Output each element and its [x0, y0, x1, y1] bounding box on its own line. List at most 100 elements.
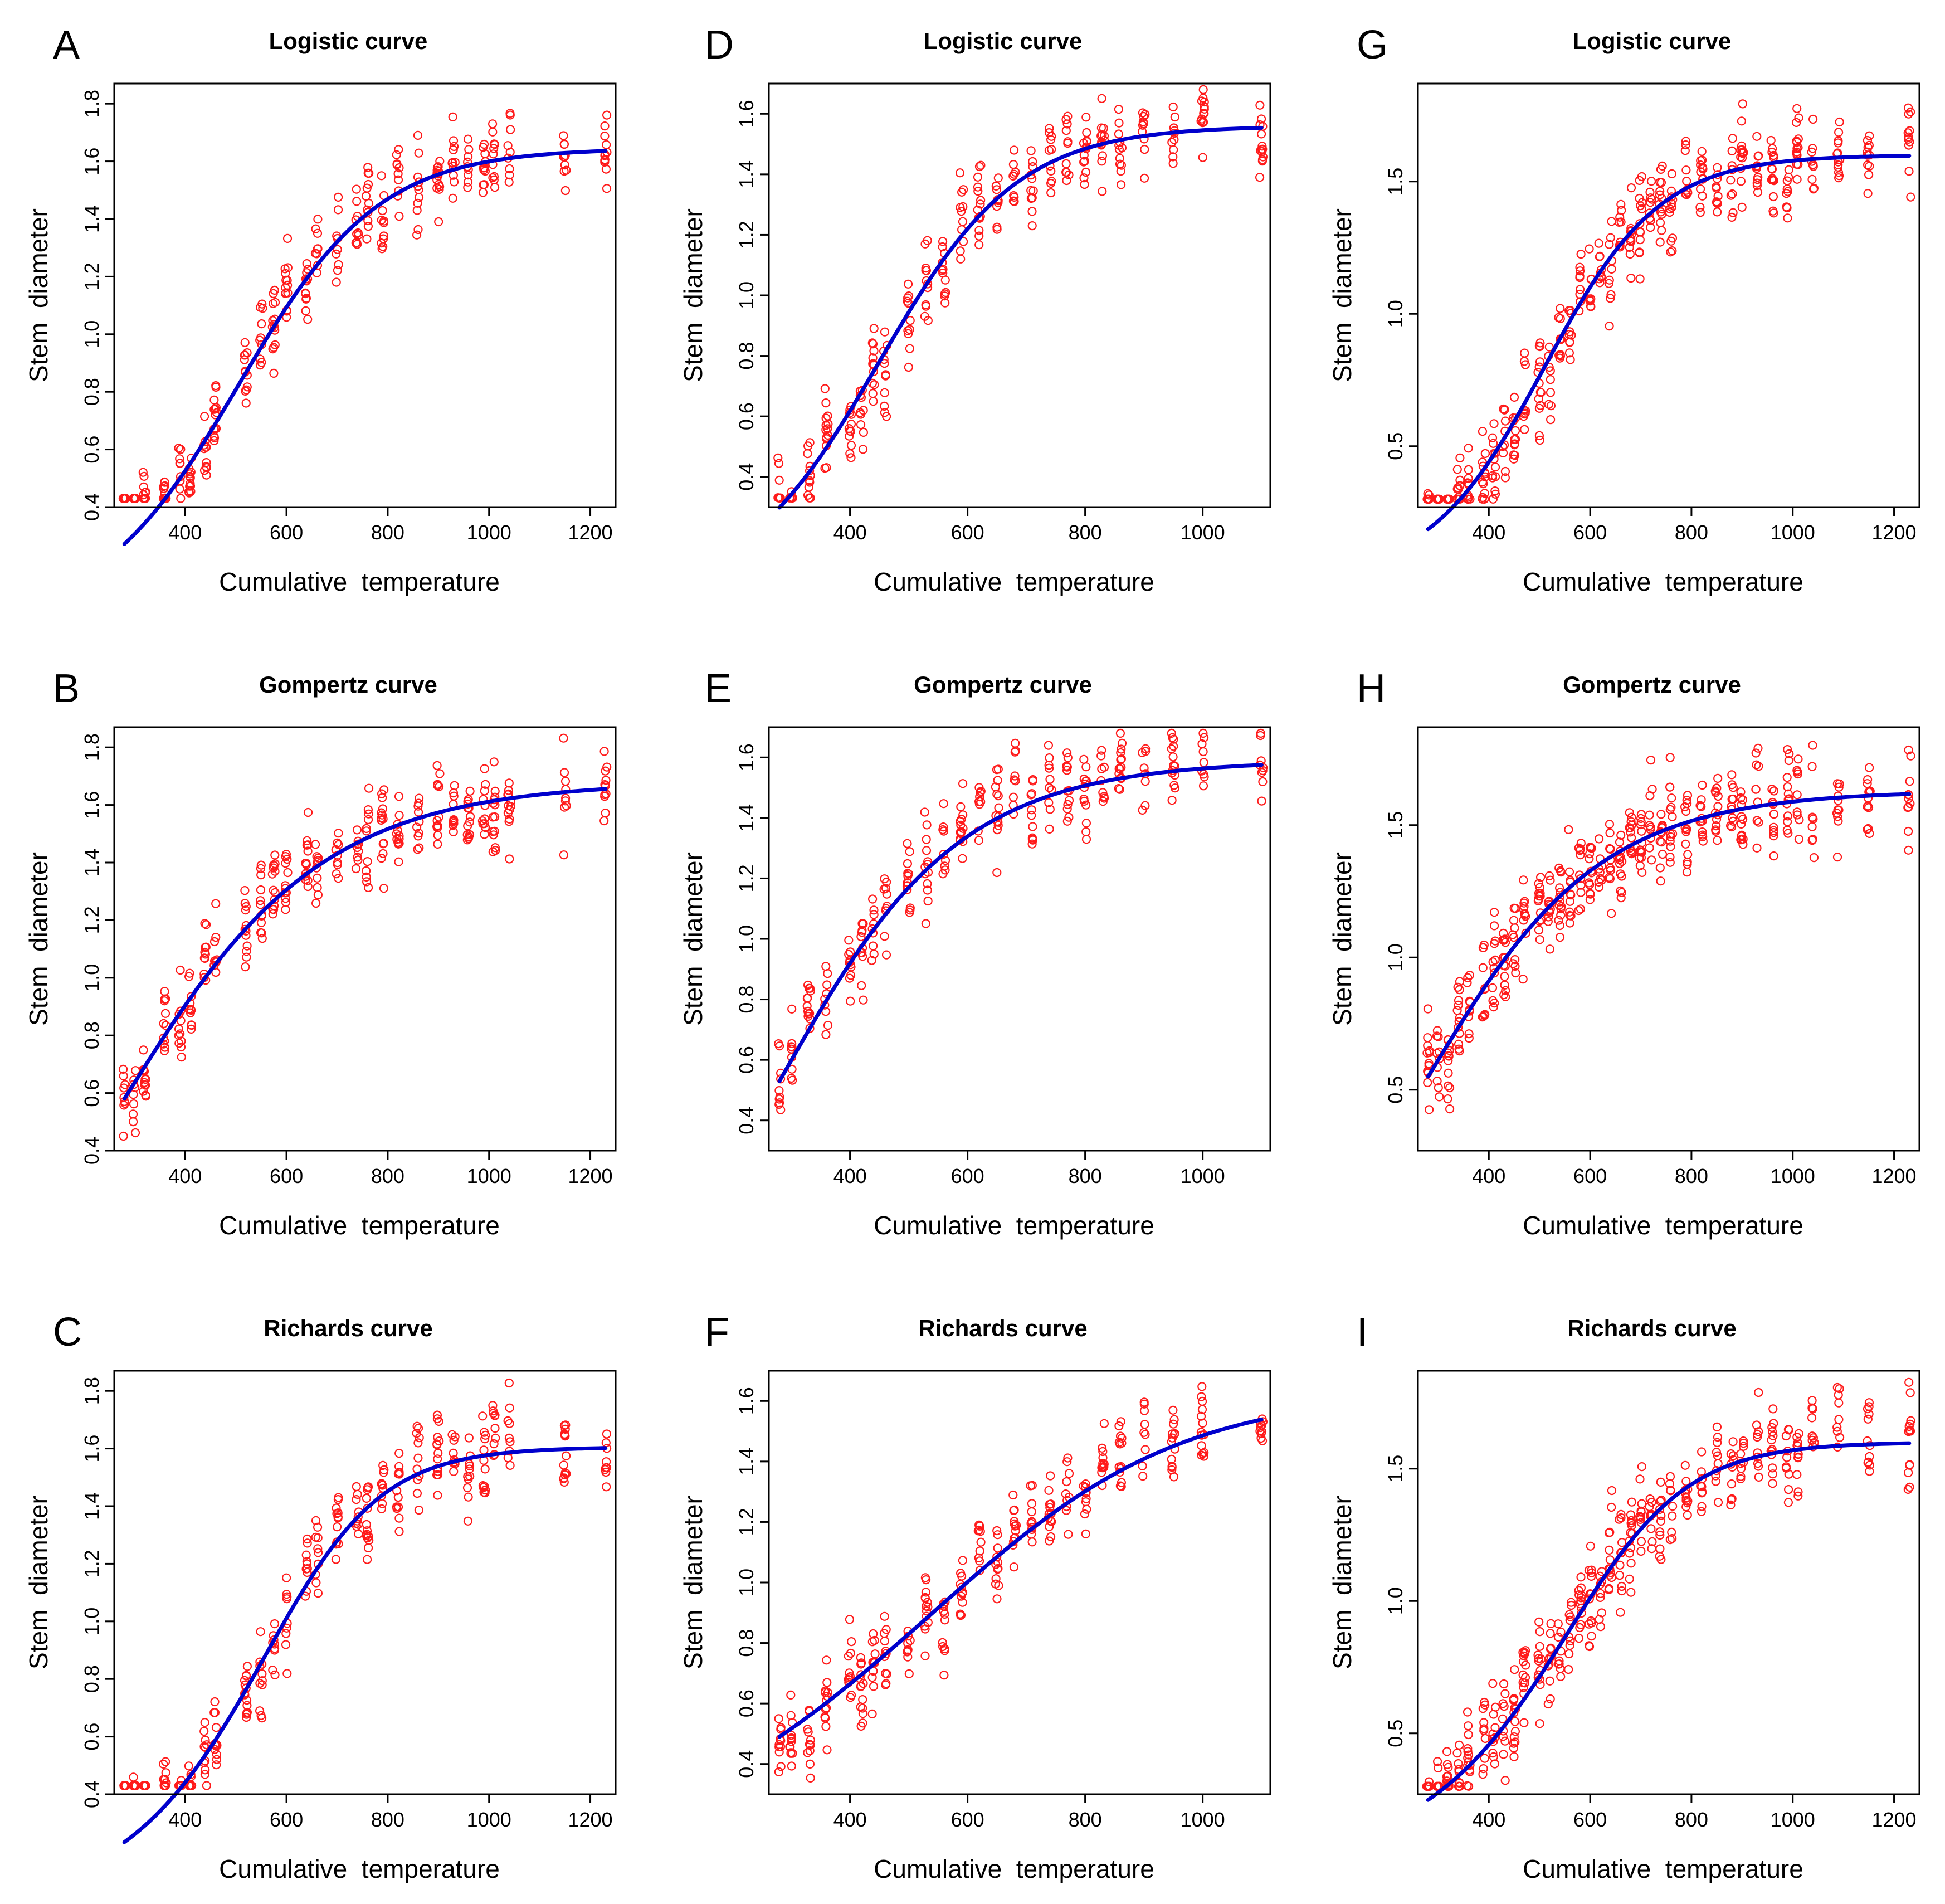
data-point	[920, 1651, 930, 1660]
data-point	[363, 1503, 372, 1513]
data-point	[1616, 1608, 1625, 1617]
data-point	[1096, 751, 1106, 761]
data-point	[1490, 486, 1500, 496]
data-point	[415, 1433, 424, 1443]
data-point	[880, 1636, 890, 1646]
panel-letter: I	[1357, 1310, 1368, 1355]
data-point	[332, 1503, 341, 1513]
data-point	[787, 1073, 796, 1083]
data-point	[1510, 426, 1520, 436]
panel-letter: B	[53, 666, 80, 711]
data-point	[1010, 169, 1019, 179]
data-point	[1490, 489, 1500, 499]
data-point	[1695, 208, 1705, 217]
data-point	[1064, 1530, 1073, 1539]
data-point	[362, 234, 372, 244]
data-point	[1535, 338, 1545, 348]
data-point	[1488, 957, 1498, 967]
data-point	[1098, 1453, 1108, 1463]
data-point	[1587, 1565, 1596, 1575]
data-point	[311, 224, 320, 233]
data-point	[905, 1635, 915, 1645]
data-point	[1564, 1610, 1574, 1619]
data-point	[1257, 796, 1266, 806]
data-point	[119, 1071, 128, 1081]
data-point	[490, 1424, 500, 1433]
data-point	[412, 1421, 422, 1431]
data-point	[1626, 1559, 1636, 1568]
data-point	[394, 792, 404, 801]
data-point	[559, 802, 569, 812]
data-point	[1027, 1517, 1037, 1527]
data-point	[490, 140, 500, 149]
y-axis-label: Stem diameter	[679, 1496, 708, 1669]
data-point	[776, 1074, 786, 1084]
data-point	[1478, 427, 1488, 436]
data-point	[822, 1655, 831, 1665]
data-point	[1616, 830, 1626, 840]
scatter-points	[773, 85, 1268, 503]
data-point	[1509, 392, 1519, 402]
data-point	[414, 1506, 424, 1515]
data-point	[464, 171, 473, 180]
data-point	[1080, 179, 1089, 189]
data-point	[160, 1046, 169, 1055]
data-point	[242, 1712, 251, 1722]
data-point	[905, 344, 915, 353]
data-point	[1783, 782, 1792, 792]
data-point	[1681, 839, 1690, 849]
data-point	[1681, 137, 1691, 146]
data-point	[312, 249, 321, 259]
data-point	[210, 1697, 220, 1707]
data-point	[858, 1695, 867, 1705]
data-point	[1518, 1670, 1528, 1679]
data-point	[1605, 874, 1615, 884]
data-point	[413, 130, 423, 140]
x-tick-label: 400	[168, 1165, 202, 1187]
data-point	[1626, 274, 1636, 283]
data-point	[1832, 1426, 1842, 1436]
data-point	[1510, 1717, 1520, 1726]
data-point	[1081, 167, 1091, 177]
data-point	[212, 1760, 221, 1770]
data-point	[211, 1723, 221, 1732]
panel-letter: G	[1357, 23, 1388, 67]
data-point	[1488, 1749, 1498, 1758]
data-point	[562, 801, 571, 811]
data-point	[1576, 285, 1585, 294]
data-point	[1905, 137, 1914, 147]
data-point	[353, 855, 363, 865]
data-point	[433, 1454, 442, 1464]
data-point	[1167, 796, 1177, 805]
data-point	[1726, 1449, 1736, 1459]
data-point	[1510, 961, 1520, 971]
data-point	[1615, 859, 1625, 869]
data-point	[958, 1556, 968, 1565]
data-point	[394, 145, 403, 154]
data-point	[352, 184, 361, 194]
data-point	[1905, 777, 1914, 786]
data-point	[1606, 233, 1615, 242]
data-point	[1635, 235, 1645, 245]
panel-letter: C	[53, 1310, 82, 1355]
data-point	[856, 1702, 865, 1712]
data-point	[846, 1693, 855, 1702]
data-point	[602, 1429, 612, 1439]
data-point	[332, 869, 341, 879]
data-point	[1626, 183, 1636, 193]
data-point	[363, 179, 373, 189]
data-point	[1140, 145, 1149, 154]
data-point	[1168, 1405, 1178, 1415]
data-point	[844, 949, 854, 959]
data-point	[1081, 113, 1091, 122]
data-point	[1509, 1732, 1519, 1742]
data-point	[1198, 781, 1208, 791]
data-point	[1097, 1468, 1106, 1477]
data-point	[1713, 1438, 1722, 1447]
data-point	[129, 1117, 138, 1127]
y-tick-label: 1.4	[735, 804, 758, 832]
data-point	[363, 856, 372, 866]
data-point	[209, 405, 219, 414]
y-tick-label: 1.5	[1384, 1455, 1407, 1483]
